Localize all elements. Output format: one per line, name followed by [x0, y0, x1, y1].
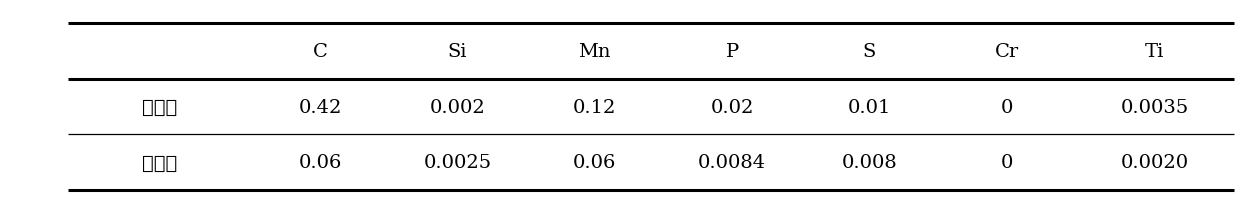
Text: 0.01: 0.01	[848, 98, 892, 116]
Text: 0: 0	[1001, 153, 1013, 171]
Text: 0.0025: 0.0025	[423, 153, 491, 171]
Text: 0: 0	[1001, 98, 1013, 116]
Text: 0.02: 0.02	[711, 98, 754, 116]
Text: Si: Si	[448, 43, 467, 61]
Text: Cr: Cr	[994, 43, 1019, 61]
Text: P: P	[725, 43, 739, 61]
Text: Mn: Mn	[579, 43, 611, 61]
Text: 0.002: 0.002	[429, 98, 485, 116]
Text: C: C	[312, 43, 327, 61]
Text: Ti: Ti	[1145, 43, 1164, 61]
Text: 0.0020: 0.0020	[1121, 153, 1189, 171]
Text: 0.42: 0.42	[299, 98, 342, 116]
Text: 0.06: 0.06	[573, 153, 616, 171]
Text: 0.008: 0.008	[842, 153, 898, 171]
Text: 0.06: 0.06	[299, 153, 342, 171]
Text: 出站样: 出站样	[143, 153, 177, 172]
Text: 0.12: 0.12	[573, 98, 616, 116]
Text: S: S	[863, 43, 877, 61]
Text: 0.0084: 0.0084	[698, 153, 766, 171]
Text: 半钔样: 半钔样	[143, 98, 177, 117]
Text: 0.0035: 0.0035	[1121, 98, 1189, 116]
